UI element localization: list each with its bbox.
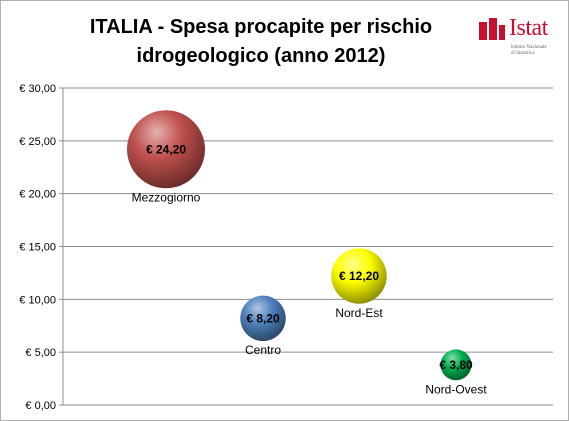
chart-title: ITALIA - Spesa procapite per rischio idr… (89, 16, 433, 67)
y-tick-label: € 15,00 (19, 242, 56, 254)
bubble-nord-est (331, 248, 387, 304)
data-label: € 24,20 (146, 142, 186, 156)
y-tick-label: € 30,00 (19, 83, 56, 95)
y-tick-label: € 10,00 (19, 294, 56, 306)
data-label: € 8,20 (246, 311, 280, 325)
data-label: € 12,20 (339, 269, 379, 283)
bubble-mezzogiorno (127, 110, 205, 189)
istat-logo: Istat Istituto Nazionale di Statistica (479, 15, 559, 59)
category-label: Nord-Ovest (425, 382, 487, 396)
logo-name: Istat (509, 15, 548, 41)
category-label: Centro (245, 343, 281, 357)
logo-subtitle-2: di Statistica (511, 51, 535, 56)
y-tick-label: € 5,00 (25, 347, 56, 359)
bubble-centro (240, 295, 286, 342)
gridlines (59, 87, 553, 406)
y-tick-label: € 0,00 (25, 400, 56, 412)
y-axis (62, 88, 553, 406)
category-label: Nord-Est (335, 306, 383, 320)
y-tick-label: € 25,00 (19, 136, 56, 148)
bubbles (127, 110, 472, 381)
logo-subtitle-1: Istituto Nazionale (511, 45, 547, 50)
y-tick-labels: € 0,00 € 5,00 € 10,00 € 15,00 € 20,00 € 25,00… (19, 83, 56, 412)
data-label: € 3,80 (439, 358, 473, 372)
istat-logo-icon (479, 18, 505, 40)
y-tick-label: € 20,00 (19, 189, 56, 201)
labels: € 24,20 Mezzogiorno € 8,20 Centro € 12,20 Nor… (132, 142, 488, 396)
bubble-nord-ovest (440, 349, 472, 381)
category-label: Mezzogiorno (132, 190, 201, 204)
